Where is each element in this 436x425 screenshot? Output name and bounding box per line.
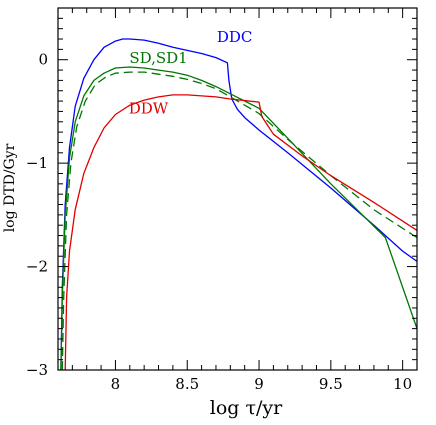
series-line-3 bbox=[64, 94, 417, 370]
plot-frame bbox=[57, 7, 418, 371]
series-line-2 bbox=[61, 71, 417, 370]
axes: 8 8.5 9 9.5 10 0 −1 −2 −3 bbox=[26, 7, 418, 393]
x-tick-label: 9.5 bbox=[319, 375, 343, 393]
x-tick-label: 8 bbox=[111, 375, 121, 393]
x-axis-title: log τ/yr bbox=[210, 397, 283, 419]
y-tick-label: −1 bbox=[26, 154, 48, 172]
series-label-1: SD,SD1 bbox=[129, 49, 187, 67]
series-line-0 bbox=[60, 38, 417, 370]
x-tick-label: 10 bbox=[393, 375, 412, 393]
y-tick-label: −2 bbox=[26, 258, 48, 276]
y-axis-title: log DTD/Gyr bbox=[2, 143, 18, 232]
series-label-0: DDC bbox=[217, 28, 253, 46]
y-tick-label: 0 bbox=[38, 51, 48, 69]
y-tick-label: −3 bbox=[26, 361, 48, 379]
series-line-1 bbox=[60, 66, 417, 370]
series-labels: DDC SD,SD1 DDW bbox=[129, 28, 253, 117]
x-tick-label: 9 bbox=[254, 375, 264, 393]
x-tick-label: 8.5 bbox=[175, 375, 199, 393]
series-label-3: DDW bbox=[129, 99, 169, 117]
series-layer bbox=[60, 38, 417, 370]
